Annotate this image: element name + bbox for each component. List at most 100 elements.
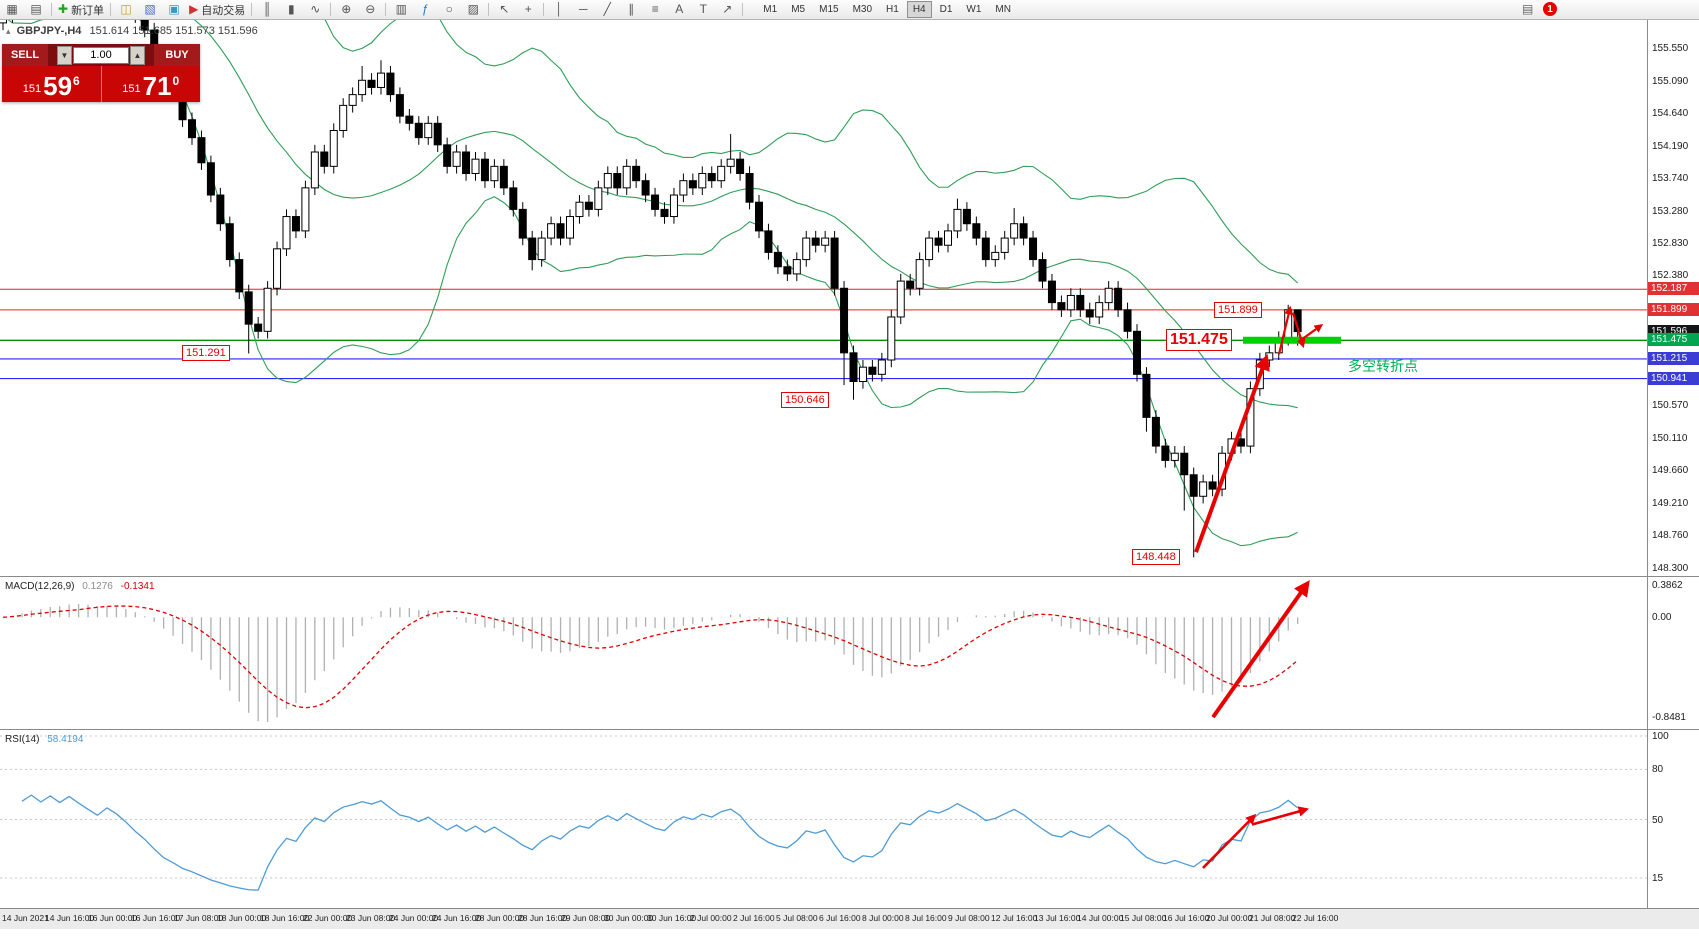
timeframe-w1[interactable]: W1 [966, 4, 982, 15]
time-tick: 12 Jul 16:00 [991, 913, 1038, 923]
volume-increase-button[interactable]: ▲ [130, 45, 145, 65]
buy-price[interactable]: 151 71 0 [100, 66, 201, 102]
timeframe-m30[interactable]: M30 [852, 4, 873, 15]
sell-price[interactable]: 151 59 6 [2, 66, 101, 102]
candle-body [462, 151, 471, 175]
bar-chart-icon[interactable]: ║ [255, 1, 279, 18]
candlestick-chart-icon[interactable]: ▮ [279, 1, 303, 18]
volume-decrease-button[interactable]: ▼ [57, 45, 72, 65]
toolbar-separator [742, 3, 744, 16]
arrow-tools-icon[interactable]: ↗ [715, 1, 739, 18]
candle-body [981, 237, 990, 261]
horizontal-line-icon[interactable]: ─ [571, 1, 595, 18]
rsi-label: RSI(14) 58.4194 [5, 734, 83, 745]
vertical-line-icon[interactable]: │ [547, 1, 571, 18]
crosshair-icon[interactable]: + [516, 1, 540, 18]
macd-name: MACD(12,26,9) [5, 581, 75, 592]
timeframe-d1[interactable]: D1 [939, 4, 953, 15]
rsi-trend-arrow [1251, 806, 1310, 826]
timeframe-m5[interactable]: M5 [791, 4, 806, 15]
time-tick: 30 Jun 00:00 [604, 913, 654, 923]
trendline-icon[interactable]: ╱ [595, 1, 619, 18]
price-axis[interactable]: 155.550 155.090 154.640 154.190 153.740 153.2… [1647, 19, 1699, 908]
candle-body [641, 180, 650, 196]
line-chart-icon[interactable]: ∿ [303, 1, 327, 18]
toolbar-separator [110, 3, 112, 16]
price-callout-label[interactable]: 150.646 [781, 391, 829, 408]
sell-button[interactable]: SELL [2, 44, 48, 66]
notification-badge[interactable]: 1 [1543, 2, 1557, 16]
candle-body [755, 201, 763, 232]
turning-point-note[interactable]: 多空转折点 [1348, 358, 1418, 375]
price-chart[interactable] [0, 19, 1647, 576]
arrow-tools-icon-glyph: ↗ [722, 2, 733, 16]
timeframe-h1[interactable]: H1 [886, 4, 899, 15]
main-toolbar: ▦ ▤ ✚ 新订单 ◫ ▧ ▣ ▶ 自动交易 ║ ▮ ∿ ⊕ ⊖ ▥ ƒ ○ ▨ ↖ + │ ─ ╱ ∥ ≡ A T ↗ M1 M5 M1… [0, 0, 1699, 20]
channel-icon[interactable]: ∥ [619, 1, 643, 18]
candle-body [603, 173, 612, 189]
profiles-icon-glyph: ▤ [30, 2, 42, 16]
period-icon-glyph: ○ [445, 2, 453, 16]
navigator-icon[interactable]: ▧ [138, 1, 162, 18]
timeframe-mn[interactable]: MN [995, 4, 1011, 15]
price-callout-label[interactable]: 151.475 [1166, 329, 1232, 352]
rsi-panel-divider[interactable] [0, 729, 1699, 730]
one-click-trading-panel: SELL ▼ ▲ BUY 151 59 6 151 71 0 [2, 44, 200, 102]
mailbox-icon[interactable]: ▤ [1522, 2, 1534, 16]
market-watch-icon[interactable]: ◫ [114, 1, 138, 18]
price-callout-label[interactable]: 148.448 [1132, 549, 1180, 566]
new-order-button[interactable]: ✚ 新订单 [55, 1, 107, 18]
macd-panel-divider[interactable] [0, 576, 1699, 577]
indicators-icon[interactable]: ƒ [413, 1, 437, 18]
fibonacci-icon[interactable]: ≡ [643, 1, 667, 18]
time-tick: 23 Jun 08:00 [346, 913, 396, 923]
time-tick: 14 Jul 00:00 [1077, 913, 1124, 923]
timeframe-m1[interactable]: M1 [763, 4, 778, 15]
candle-body [254, 323, 263, 332]
candle-body [405, 115, 414, 124]
volume-input[interactable] [73, 46, 129, 64]
candle-body [887, 316, 896, 361]
timeframe-m15[interactable]: M15 [819, 4, 839, 15]
price-callout-label[interactable]: 151.291 [182, 345, 230, 362]
zoom-in-icon[interactable]: ⊕ [334, 1, 358, 18]
period-icon[interactable]: ○ [437, 1, 461, 18]
label-icon[interactable]: T [691, 1, 715, 18]
profiles-icon[interactable]: ▤ [24, 1, 48, 18]
sell-price-pips: 59 [43, 71, 73, 101]
cursor-icon[interactable]: ↖ [492, 1, 516, 18]
time-axis[interactable]: 14 Jun 2021 14 Jun 16:00 16 Jun 00:00 16 Ju… [0, 908, 1699, 929]
template-icon[interactable]: ▨ [461, 1, 485, 18]
price-tick: 150.110 [1652, 433, 1688, 445]
zoom-out-icon[interactable]: ⊖ [358, 1, 382, 18]
tile-windows-icon[interactable]: ▥ [389, 1, 413, 18]
chart-window-icon[interactable]: ▦ [0, 1, 24, 18]
crosshair-icon-glyph: + [524, 2, 532, 16]
rsi-panel[interactable] [0, 731, 1647, 908]
candle-body [244, 291, 253, 325]
macd-panel[interactable] [0, 578, 1647, 728]
terminal-icon[interactable]: ▣ [162, 1, 186, 18]
candle-body [707, 173, 716, 182]
timeframe-h4[interactable]: H4 [906, 1, 932, 18]
time-tick: 6 Jul 16:00 [819, 913, 861, 923]
text-icon[interactable]: A [667, 1, 691, 18]
macd-signal-line [2, 605, 1299, 709]
collapse-triangle-icon[interactable]: ▴ [6, 26, 11, 36]
sell-price-handle: 151 [22, 83, 42, 95]
autotrading-button[interactable]: ▶ 自动交易 [186, 1, 248, 18]
time-tick: 28 Jun 00:00 [475, 913, 525, 923]
candle-body [962, 208, 971, 225]
time-tick: 20 Jul 00:00 [1206, 913, 1253, 923]
candlesticks [0, 19, 1302, 558]
zoom-out-icon-glyph: ⊖ [365, 2, 376, 16]
candle-body [1199, 481, 1208, 497]
candle-body [934, 237, 943, 246]
buy-button[interactable]: BUY [154, 44, 200, 66]
price-callout-label[interactable]: 151.899 [1214, 301, 1262, 318]
price-tick: 152.830 [1652, 238, 1689, 250]
candle-body [868, 366, 877, 375]
candle-body [329, 129, 338, 167]
cursor-icon-glyph: ↖ [499, 2, 510, 16]
price-tag: 151.475 [1648, 333, 1699, 347]
